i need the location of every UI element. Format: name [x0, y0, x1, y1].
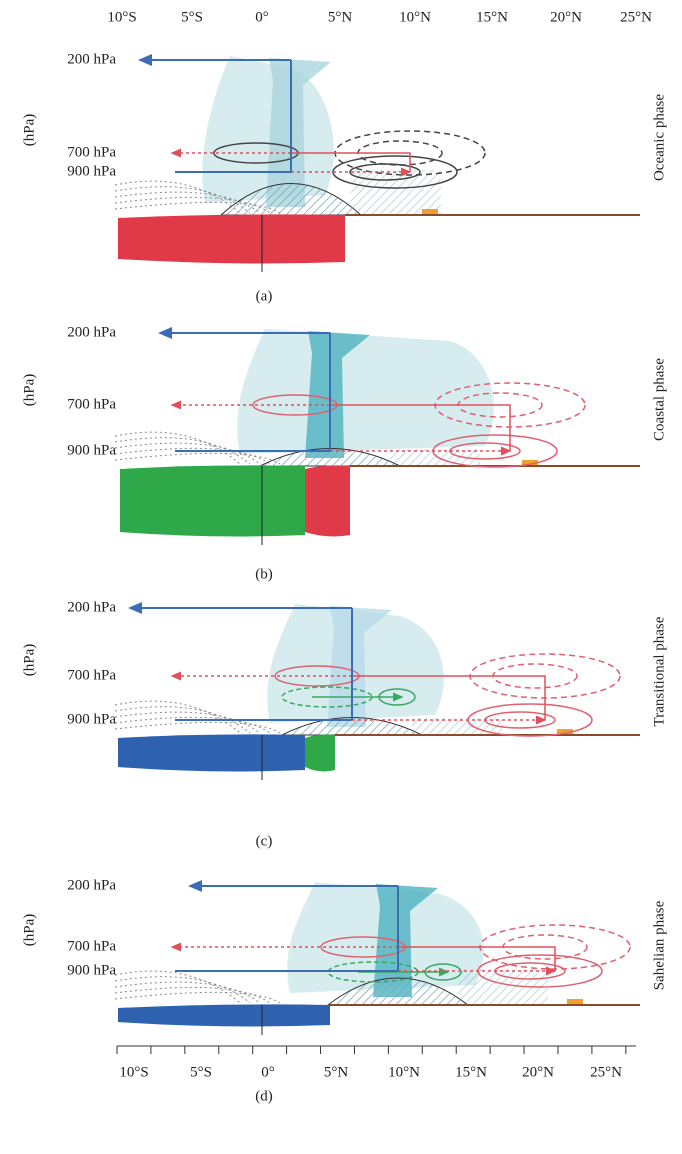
land [120, 465, 305, 536]
bottom-axis-label: 25°N [590, 1064, 622, 1080]
pressure-label: 700 hPa [67, 144, 116, 160]
figure: 10°S 5°S 0° 5°N 10°N 15°N 20°N 25°N 10°S 5°S 0° 5°N… [0, 0, 682, 1154]
dotted-streamline [115, 971, 240, 1003]
top-axis-label: 25°N [620, 9, 652, 25]
dotted-streamline [115, 701, 240, 733]
dotted-streamline [115, 432, 240, 464]
phase-label: Coastal phase [651, 358, 667, 441]
pressure-label: 700 hPa [67, 667, 116, 683]
pressure-label: 200 hPa [67, 877, 116, 893]
bottom-axis-label: 5°N [324, 1064, 348, 1080]
pressure-label: 900 hPa [67, 442, 116, 458]
land [118, 214, 345, 263]
panel [115, 604, 640, 780]
dotted-streamline [115, 453, 280, 464]
top-axis-label: 20°N [550, 9, 582, 25]
pressure-label: 900 hPa [67, 711, 116, 727]
top-axis-label: 15°N [476, 9, 508, 25]
pressure-label: 200 hPa [67, 51, 116, 67]
bottom-axis-label: 15°N [455, 1064, 487, 1080]
bottom-axis-label: 10°N [388, 1064, 420, 1080]
land [118, 734, 305, 771]
dotted-streamline [115, 982, 260, 1003]
panel-caption: (c) [256, 833, 273, 849]
top-axis-label: 0° [255, 9, 269, 25]
pressure-label: 700 hPa [67, 938, 116, 954]
y-axis-title: (hPa) [21, 914, 37, 947]
dotted-streamline [115, 443, 260, 464]
phase-label: Sahelian phase [651, 900, 667, 990]
y-axis-title: (hPa) [21, 644, 37, 677]
top-axis-label: 10°N [399, 9, 431, 25]
top-axis-label: 10°S [107, 9, 136, 25]
dotted-streamline [115, 977, 250, 1003]
panel-caption: (a) [256, 288, 273, 304]
dotted-streamline [115, 992, 280, 1003]
bottom-axis-label: 5°S [190, 1064, 212, 1080]
marker-box [422, 209, 438, 214]
phase-label: Oceanic phase [651, 94, 667, 181]
cloud [237, 329, 494, 454]
marker-box [567, 999, 583, 1004]
pressure-label: 200 hPa [67, 324, 116, 340]
bottom-axis-label: 0° [261, 1064, 275, 1080]
phase-label: Transitional phase [651, 616, 667, 726]
panel-caption: (b) [255, 566, 273, 582]
panel [115, 56, 640, 272]
dotted-streamline [115, 712, 260, 733]
panel [115, 329, 640, 545]
land [118, 1004, 330, 1026]
dotted-streamline [115, 722, 280, 733]
y-axis-title: (hPa) [21, 114, 37, 147]
land [305, 465, 350, 536]
bottom-axis-label: 20°N [522, 1064, 554, 1080]
pressure-label: 700 hPa [67, 396, 116, 412]
pressure-label: 200 hPa [67, 599, 116, 615]
pressure-label: 900 hPa [67, 962, 116, 978]
pressure-label: 900 hPa [67, 163, 116, 179]
bottom-axis-label: 10°S [119, 1064, 148, 1080]
land [305, 734, 335, 771]
panel [115, 882, 640, 1035]
panel-caption: (d) [255, 1088, 273, 1104]
top-axis-label: 5°S [181, 9, 203, 25]
hatched-band [351, 170, 441, 215]
y-axis-title: (hPa) [21, 374, 37, 407]
top-axis-label: 5°N [328, 9, 352, 25]
